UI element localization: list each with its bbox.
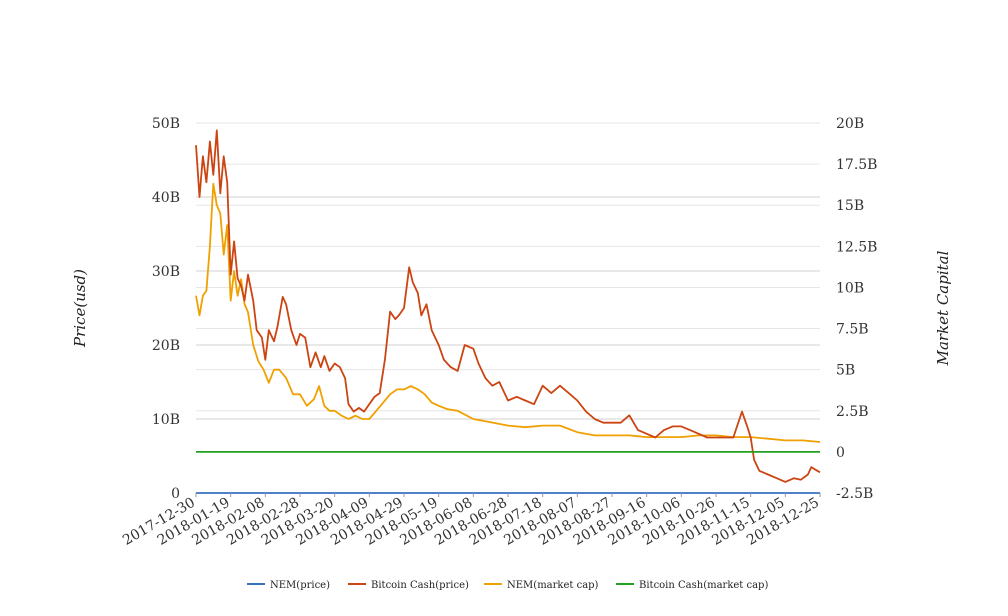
y-right-tick-label: 15B: [836, 198, 864, 214]
y-left-tick-label: 20B: [152, 338, 180, 354]
y-axis-left: 0 10B 20B 30B 40B 50B: [152, 116, 180, 502]
y-right-tick-label: 2.5B: [836, 404, 869, 420]
y-left-tick-label: 10B: [152, 412, 180, 428]
y-left-tick-label: 0: [171, 486, 180, 502]
y-right-tick-label: 17.5B: [836, 157, 877, 173]
y-axis-right: -2.5B 0 2.5B 5B 7.5B 10B 12.5B 15B 17.5B 20B: [836, 116, 877, 502]
y-right-tick-label: 12.5B: [836, 239, 877, 255]
y-axis-left-title: Price(usd): [71, 269, 89, 348]
legend-label: Bitcoin Cash(market cap): [639, 580, 768, 591]
legend-label: NEM(price): [270, 580, 330, 591]
y-right-tick-label: 10B: [836, 280, 864, 296]
y-left-tick-label: 50B: [152, 116, 180, 132]
y-left-tick-label: 40B: [152, 190, 180, 206]
y-left-tick-label: 30B: [152, 264, 180, 280]
grid: [196, 122, 820, 494]
series-line-bitcoin-cash-price: [195, 129, 821, 483]
y-right-tick-label: -2.5B: [836, 486, 873, 502]
legend: NEM(price) Bitcoin Cash(price) NEM(market …: [247, 580, 768, 591]
y-right-tick-label: 0: [836, 445, 845, 461]
series: [195, 129, 821, 494]
y-right-tick-label: 5B: [836, 363, 855, 379]
legend-label: NEM(market cap): [507, 580, 599, 591]
legend-label: Bitcoin Cash(price): [371, 580, 469, 591]
x-axis: 2017-12-302018-01-192018-02-082018-02-28…: [120, 493, 822, 549]
y-axis-right-title: Market Capital: [934, 250, 952, 366]
y-right-tick-label: 7.5B: [836, 322, 869, 338]
series-line-nem-market-cap: [195, 182, 821, 443]
y-right-tick-label: 20B: [836, 116, 864, 132]
